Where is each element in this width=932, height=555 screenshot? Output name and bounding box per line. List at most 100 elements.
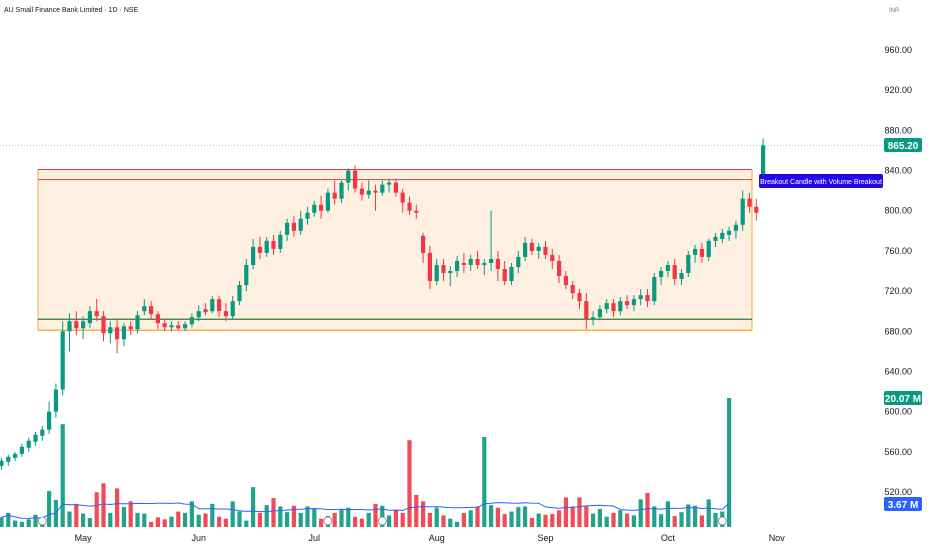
candle-body [448,271,453,274]
volume-ma-badge: 3.67 M [884,497,922,511]
candle-body [298,218,303,231]
candle-body [278,234,283,249]
volume-bar [414,494,419,527]
price-tick-label: 760.00 [884,246,912,256]
volume-bar [278,506,283,527]
volume-badge-bg [884,391,922,405]
volume-ma-badge-text: 3.67 M [888,500,919,511]
candle-body [305,212,310,219]
volume-bar [584,506,589,527]
price-tick-label: 920.00 [884,85,912,95]
candle-body [706,240,711,257]
candle-body [53,389,58,412]
volume-bar [305,506,310,527]
candle-body [0,460,4,466]
candle-body [121,326,126,340]
volume-bar [189,501,194,527]
candle-body [285,222,290,235]
candle-body [176,325,181,329]
volume-bar [509,511,514,527]
volume-bar [631,515,636,527]
candle-body [502,268,507,282]
volume-bar [291,505,296,527]
volume-bar [251,487,256,527]
time-tick-label: Sep [537,533,553,543]
volume-bar [298,512,303,527]
candle-body [142,306,147,312]
volume-bar [223,518,228,527]
volume-bar [0,517,4,527]
volume-bar [60,424,65,527]
candle-body [631,299,636,306]
volume-bar [121,507,126,527]
candle-body [325,192,330,211]
annotation-label[interactable]: Breakout Candle with Volume Breakout [759,174,883,188]
volume-bar [128,501,133,527]
annotation-label-bg [759,174,883,188]
candle-body [271,240,276,249]
volume-bar [230,501,235,527]
volume-bar [332,512,337,527]
candle-body [366,190,371,195]
volume-bar [285,512,290,527]
candle-body [611,303,616,312]
volume-bar [237,511,242,527]
volume-bar [659,514,664,527]
candle-body [13,453,18,458]
volume-bar [81,513,86,527]
candle-body [155,314,160,324]
volume-bar [475,506,480,527]
candle-body [353,170,358,189]
candle-body [665,264,670,271]
candle-body [421,235,426,253]
volume-bar [529,518,534,527]
candle-body [638,295,643,300]
candle-body [339,182,344,199]
volume-bar [162,519,167,527]
volume-bar [706,499,711,527]
candle-body [604,303,609,310]
volume-bar [217,516,222,527]
event-marker-icon [717,516,727,526]
candle-body [33,434,38,442]
candle-body [312,204,317,213]
volume-bar [257,512,262,527]
volume-bar [577,497,582,527]
volume-bar [557,510,562,527]
volume-bar [387,515,392,527]
event-markers [37,516,727,526]
candle-body [373,190,378,193]
volume-bar [149,521,154,527]
volume-bar [142,513,147,527]
volume-bar [461,512,466,527]
volume-bar [353,516,358,527]
candle-body [699,248,704,257]
candle-body [672,264,677,280]
candle-body [210,299,215,312]
time-axis[interactable]: May Jun Jul Aug Sep Oct Nov [75,533,786,543]
price-tick-label: 720.00 [884,286,912,296]
candle-body [237,285,242,302]
volume-bar [26,519,31,527]
candle-body [733,224,738,231]
candle-body [257,246,262,253]
volume-bar [427,512,432,527]
volume-bar [169,516,174,527]
time-tick-label: Nov [769,533,786,543]
price-tick-label: 960.00 [884,45,912,55]
candle-body [196,311,201,318]
price-tick-label: 640.00 [884,366,912,376]
volume-bar [271,498,276,527]
price-axis[interactable]: 520.00 560.00 600.00 640.00 680.00 720.00 760.… [884,45,912,497]
candle-body [652,277,657,302]
candle-body [754,206,759,213]
candle-body [189,317,194,325]
volume-bar [652,506,657,527]
volume-bar [319,518,324,527]
candle-body [74,321,79,329]
volume-bar [6,512,11,527]
candle-body [169,325,174,328]
candle-body [19,446,24,454]
time-tick-label: Jun [191,533,206,543]
